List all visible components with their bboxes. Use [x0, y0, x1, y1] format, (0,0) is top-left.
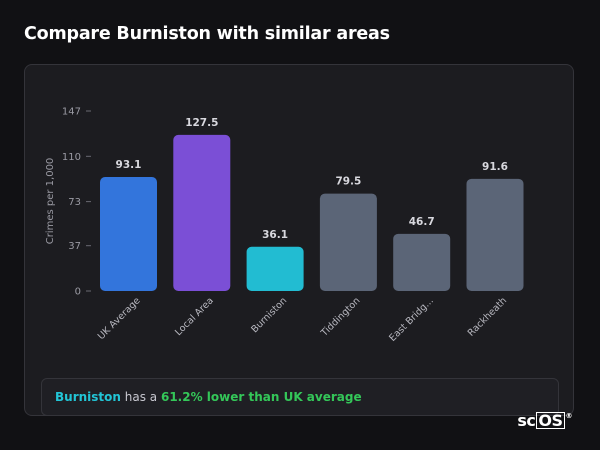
x-tick-label: Tiddington	[318, 295, 362, 339]
logo-registered-mark: ®	[565, 411, 573, 420]
summary-prefix: has a	[124, 390, 158, 404]
y-tick-label: 37	[68, 241, 81, 252]
bar	[100, 177, 157, 291]
summary-area-name: Burniston	[55, 390, 121, 404]
bar-value-label: 127.5	[185, 117, 218, 129]
bar-value-label: 91.6	[482, 161, 508, 173]
chart-card: Crimes per 1,000 0 37 73 110 147 93.1 UK Averag…	[24, 64, 574, 416]
summary-stat: 61.2% lower than UK average	[160, 390, 362, 404]
y-tick-label: 0	[75, 287, 81, 298]
bar	[393, 233, 451, 291]
brand-logo: sc OS ®	[517, 411, 572, 430]
y-tick-label: 73	[68, 197, 81, 208]
logo-text-left: sc	[517, 411, 536, 430]
x-tick-label: Local Area	[173, 295, 216, 338]
logo-text-boxed: OS	[536, 411, 565, 430]
x-tick-label: UK Average	[96, 295, 143, 342]
x-tick-label: Burniston	[249, 295, 289, 335]
bar-chart: Crimes per 1,000 0 37 73 110 147 93.1 UK Averag…	[45, 107, 524, 344]
bar-value-label: 93.1	[116, 159, 142, 171]
summary-box: Burniston has a 61.2% lower than UK aver…	[41, 378, 559, 416]
bar	[173, 134, 231, 291]
bar-value-label: 79.5	[335, 176, 361, 188]
y-axis-label: Crimes per 1,000	[45, 158, 56, 245]
x-tick-label: East Bridg...	[387, 295, 436, 344]
page-title: Compare Burniston with similar areas	[24, 24, 390, 44]
bar	[246, 246, 304, 291]
bar-value-label: 46.7	[409, 216, 435, 228]
y-tick-label: 110	[62, 152, 81, 163]
y-tick-label: 147	[62, 107, 81, 118]
bar	[466, 178, 524, 291]
bar-value-label: 36.1	[262, 229, 288, 241]
x-tick-label: Rackheath	[466, 295, 509, 338]
bar	[319, 193, 377, 291]
